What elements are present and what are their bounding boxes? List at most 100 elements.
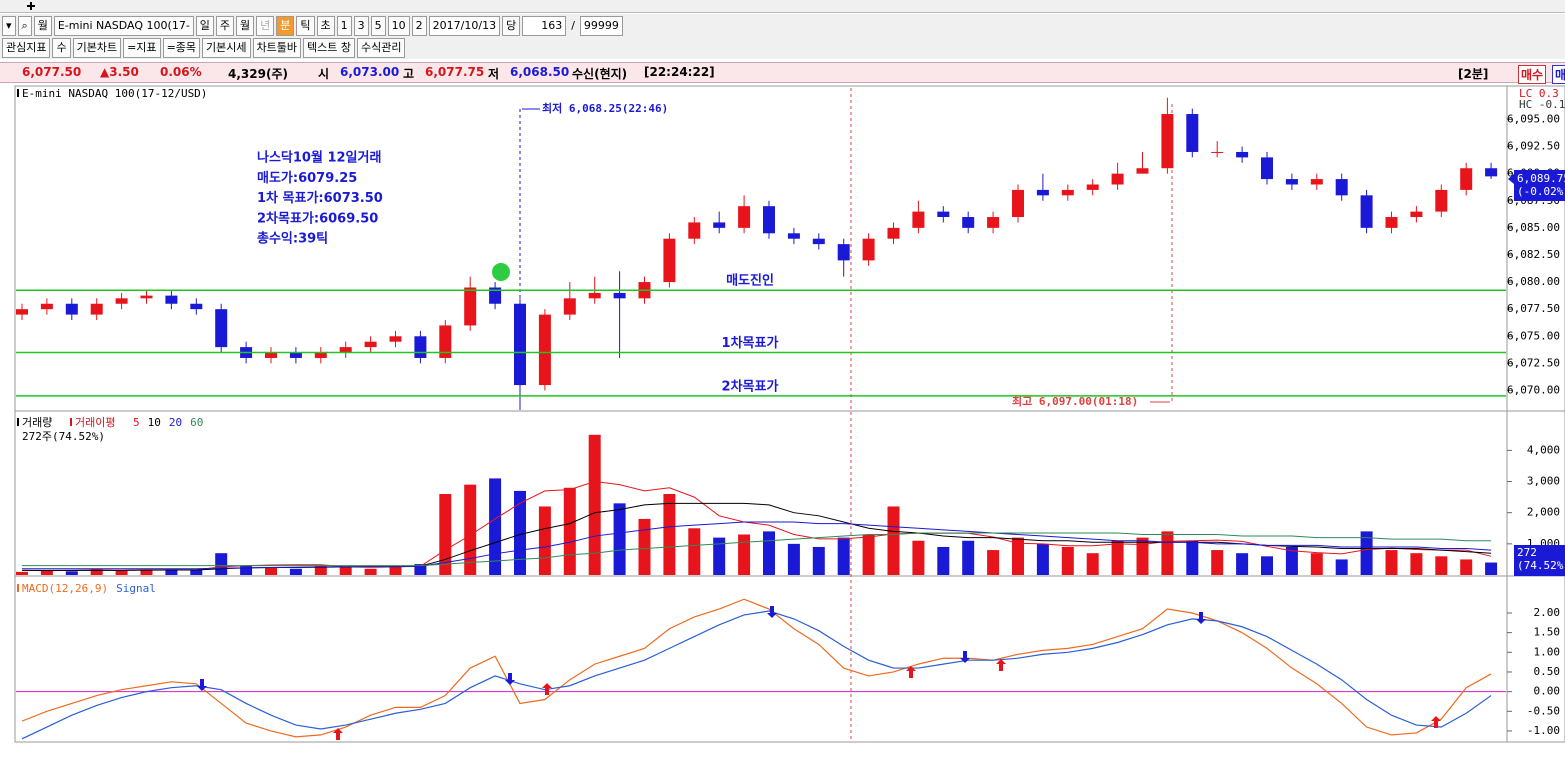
- toolbar-button[interactable]: 텍스트 창: [303, 38, 355, 58]
- legend-0: MACD(12,26,9): [22, 582, 108, 595]
- volume-bar: [65, 571, 78, 575]
- candle-body: [763, 206, 775, 234]
- volume-bar: [1410, 553, 1423, 575]
- volume-bar: [364, 568, 377, 575]
- toolbar-button[interactable]: 3: [353, 15, 369, 36]
- volume-bar: [1136, 537, 1149, 575]
- volume-bar: [937, 546, 950, 575]
- top-strip: [0, 0, 1565, 13]
- volume-bar: [588, 434, 601, 575]
- toolbar-button[interactable]: 99999: [579, 15, 623, 36]
- toolbar-button[interactable]: 월: [33, 15, 52, 36]
- candle-body: [140, 295, 153, 299]
- volume: 4,329(주): [228, 67, 288, 81]
- toolbar-button[interactable]: 2: [411, 15, 427, 36]
- toolbar-button[interactable]: 차트툴바: [252, 38, 301, 58]
- y-tick-label: 6,075.00: [1507, 329, 1560, 342]
- candle-body: [1012, 189, 1024, 218]
- trade-note: 나스닥10월 12일거래: [257, 150, 381, 166]
- volume-bar: [1460, 559, 1473, 575]
- toolbar-button[interactable]: 당: [502, 15, 521, 36]
- macd-line: [21, 598, 1492, 738]
- candle-body: [812, 238, 825, 245]
- toolbar-button[interactable]: 기본시세: [202, 38, 251, 58]
- high-label: 고: [403, 67, 415, 81]
- volume-bar: [190, 570, 203, 575]
- toolbar-button[interactable]: 주: [215, 15, 235, 36]
- target-label: 1차목표가: [722, 335, 779, 351]
- interval[interactable]: [2분]: [1458, 67, 1489, 81]
- toolbar-button[interactable]: E-mini NASDAQ 100(17-: [53, 15, 194, 36]
- volume-bar: [1036, 543, 1049, 575]
- volume-bar: [912, 540, 925, 575]
- toolbar-button[interactable]: 초: [316, 15, 335, 36]
- low-note: 최저 6,068.25(22:46): [542, 101, 668, 115]
- y-tick-label: -1.00: [1527, 724, 1560, 737]
- toolbar-button[interactable]: 5: [370, 15, 386, 36]
- buy-button[interactable]: 매수: [1518, 65, 1547, 84]
- toolbar-button[interactable]: /: [571, 18, 575, 32]
- toolbar-button[interactable]: 관심지표: [2, 38, 51, 58]
- y-tick-label: 6,080.00: [1507, 275, 1560, 288]
- legend-ma: 10: [148, 416, 161, 429]
- trade-note: 매도가:6079.25: [257, 171, 357, 186]
- sell-button[interactable]: 매: [1552, 65, 1565, 84]
- trade-note: 2차목표가:6069.50: [257, 210, 378, 226]
- volume-bar: [1111, 540, 1124, 575]
- y-tick-label: -0.50: [1527, 704, 1560, 717]
- volume-bar: [663, 494, 676, 575]
- volume-bar: [464, 484, 477, 575]
- ma-line: [21, 481, 1492, 572]
- y-tick-label: 4,000: [1527, 443, 1560, 456]
- last-price: 6,089.75: [1517, 172, 1565, 185]
- volume-bar: [414, 564, 427, 575]
- toolbar-button[interactable]: 수: [52, 38, 71, 58]
- toolbar-button[interactable]: 수식관리: [356, 38, 406, 58]
- toolbar-row2: 관심지표 수 기본차트 =지표 =종목 기본시세 차트툴바 텍스트 창 수식관리: [0, 37, 1565, 59]
- volume-bar: [962, 540, 975, 575]
- toolbar-button[interactable]: 163: [522, 15, 567, 36]
- toolbar-button[interactable]: 10: [387, 15, 410, 36]
- candle-body: [837, 244, 850, 261]
- toolbar-button[interactable]: 년: [256, 15, 275, 36]
- toolbar-button[interactable]: 일: [195, 15, 214, 36]
- candle-body: [1261, 157, 1273, 180]
- legend-icon: [17, 584, 19, 592]
- toolbar-button[interactable]: 2017/10/13: [428, 15, 501, 36]
- candle-body: [588, 292, 601, 299]
- toolbar-button[interactable]: 틱: [296, 15, 315, 36]
- volume-bar: [1161, 531, 1174, 575]
- volume-bar: [1012, 537, 1024, 575]
- volume-bar: [887, 506, 900, 575]
- candle-body: [1410, 211, 1423, 218]
- toolbar-button[interactable]: 기본차트: [72, 38, 122, 58]
- toolbar-button[interactable]: =지표: [123, 38, 161, 58]
- candle-body: [1061, 189, 1074, 196]
- legend-icon: [70, 418, 72, 426]
- candle-body: [862, 238, 875, 261]
- candle-body: [115, 298, 128, 304]
- volume-bar: [1360, 531, 1373, 575]
- add-icon[interactable]: [24, 0, 38, 12]
- candle-body: [987, 217, 1000, 228]
- search-icon[interactable]: ⌕: [17, 15, 32, 36]
- volume-bar: [613, 503, 626, 575]
- candle-body: [314, 352, 327, 358]
- legend-ma: 20: [169, 416, 182, 429]
- candle-body: [215, 309, 228, 348]
- last-volume: 272: [1517, 546, 1537, 559]
- toolbar-button[interactable]: 월: [236, 15, 255, 36]
- candle-body: [1136, 168, 1149, 174]
- toolbar-button[interactable]: 1: [336, 15, 352, 36]
- dropdown-icon[interactable]: ▾: [2, 15, 16, 36]
- toolbar-button[interactable]: 분: [276, 15, 295, 36]
- candle-body: [165, 295, 178, 304]
- toolbar-button[interactable]: =종목: [162, 38, 201, 58]
- volume-bar: [265, 567, 277, 575]
- trade-note: 총수익:39틱: [257, 231, 328, 247]
- change: ▲3.50: [100, 65, 139, 79]
- open-label: 시: [318, 67, 330, 81]
- legend-icon: [17, 418, 19, 426]
- volume-bar: [787, 543, 800, 575]
- candle-body: [688, 222, 701, 239]
